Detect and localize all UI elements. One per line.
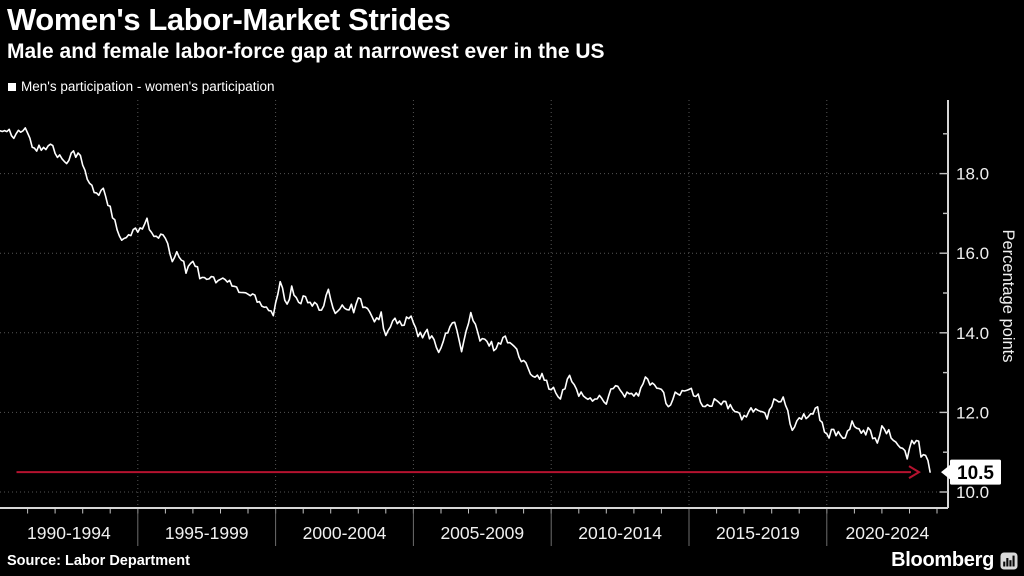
svg-text:10.0: 10.0 xyxy=(956,483,989,502)
y-axis-title: Percentage points xyxy=(999,229,1017,362)
svg-text:2015-2019: 2015-2019 xyxy=(716,523,800,543)
svg-text:12.0: 12.0 xyxy=(956,403,989,422)
page-title: Women's Labor-Market Strides xyxy=(7,2,451,37)
svg-text:18.0: 18.0 xyxy=(956,165,989,184)
svg-text:1995-1999: 1995-1999 xyxy=(165,523,249,543)
chart-legend: Men's participation - women's participat… xyxy=(8,79,275,94)
source-attribution: Source: Labor Department xyxy=(7,553,190,569)
bar-chart-icon xyxy=(1000,552,1018,569)
trend-arrow xyxy=(16,465,921,479)
current-value-callout: 10.5 xyxy=(941,459,1001,485)
svg-text:14.0: 14.0 xyxy=(956,324,989,343)
gridlines-horizontal xyxy=(0,173,948,493)
bloomberg-logo: Bloomberg xyxy=(891,549,1018,572)
legend-label: Men's participation - women's participat… xyxy=(21,79,275,94)
svg-text:1990-1994: 1990-1994 xyxy=(27,523,111,543)
svg-text:16.0: 16.0 xyxy=(956,244,989,263)
y-axis-ticks xyxy=(939,133,948,493)
x-axis-dividers xyxy=(137,509,828,546)
svg-text:10.5: 10.5 xyxy=(957,463,994,484)
chart-subtitle: Male and female labor-force gap at narro… xyxy=(7,40,605,63)
svg-text:2000-2004: 2000-2004 xyxy=(303,523,387,543)
series-line xyxy=(0,127,931,473)
legend-swatch-icon xyxy=(8,82,16,91)
gridlines-vertical xyxy=(137,100,828,508)
y-tick-labels: 10.0 12.0 14.0 16.0 18.0 xyxy=(956,165,989,502)
svg-text:2010-2014: 2010-2014 xyxy=(578,523,662,543)
axes xyxy=(0,100,949,509)
svg-text:2005-2009: 2005-2009 xyxy=(440,523,524,543)
x-tick-labels: 1990-1994 1995-1999 2000-2004 2005-2009 2010… xyxy=(27,523,929,543)
svg-text:2020-2024: 2020-2024 xyxy=(846,523,930,543)
bloomberg-wordmark: Bloomberg xyxy=(891,549,994,571)
x-axis-ticks xyxy=(27,509,938,514)
